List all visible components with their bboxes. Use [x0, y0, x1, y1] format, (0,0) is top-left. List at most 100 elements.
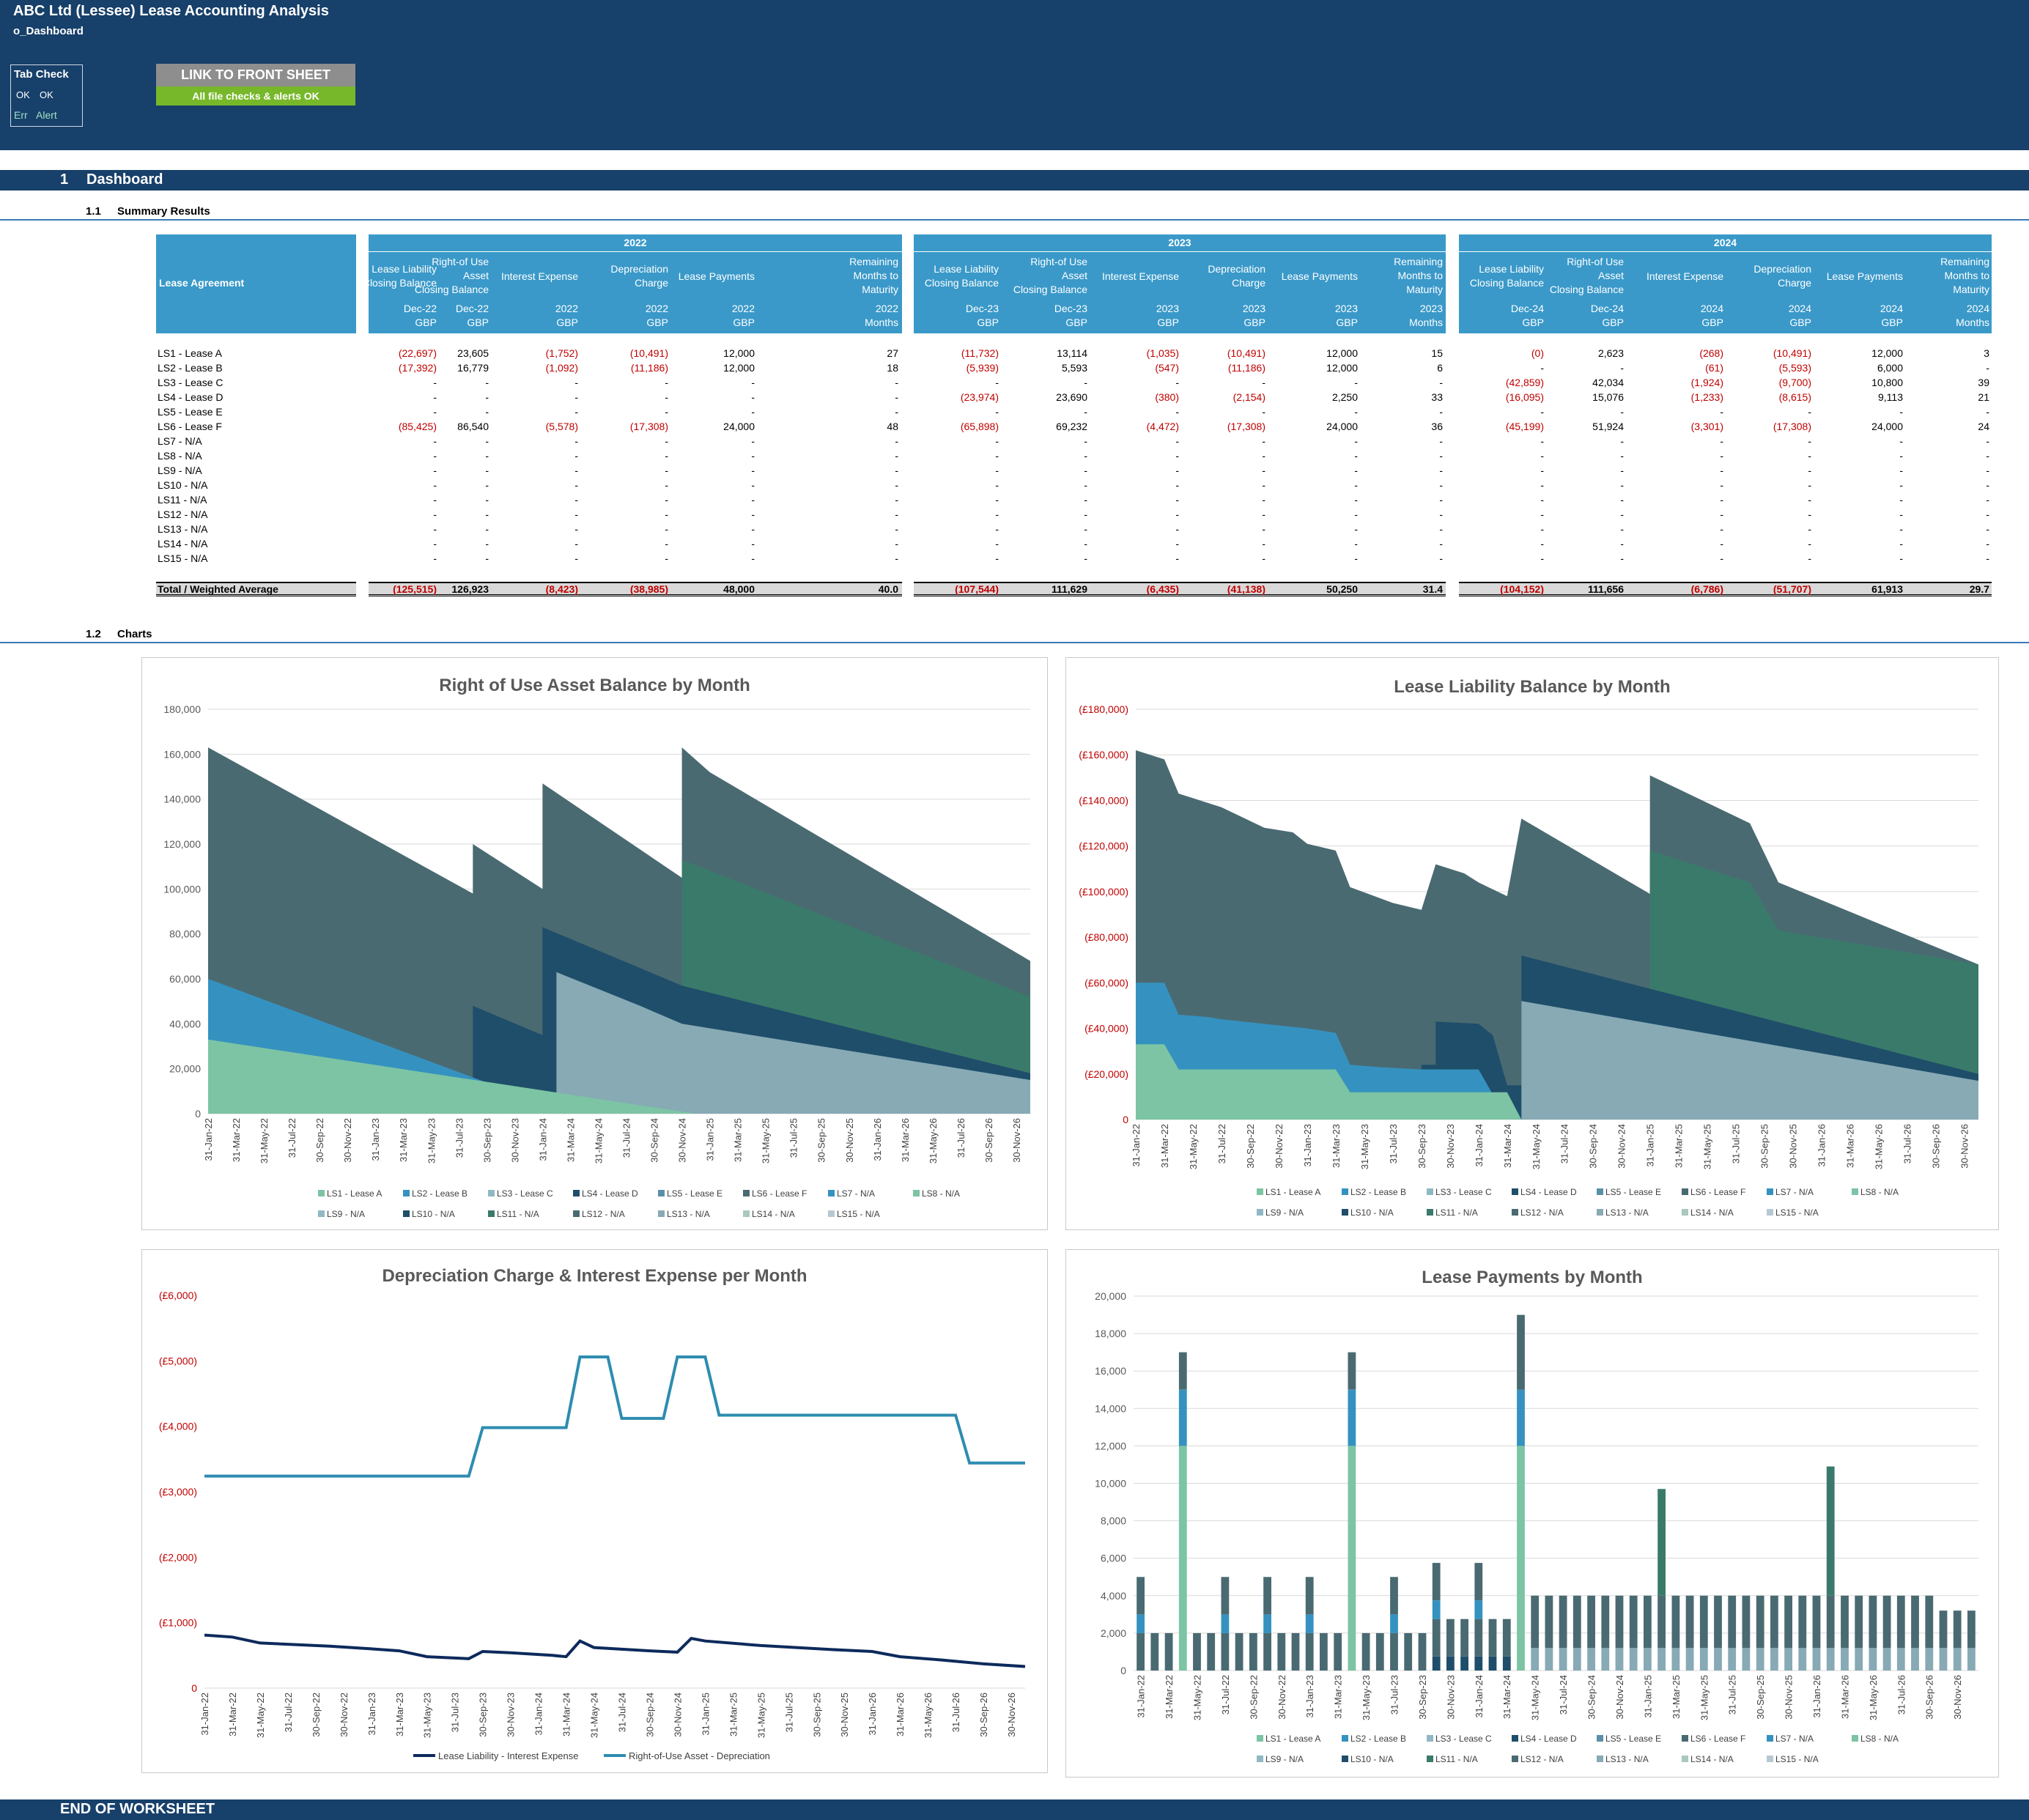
table-cell: - — [1175, 508, 1179, 520]
table-cell: - — [433, 552, 437, 564]
column-header-line: Closing Balance — [1469, 277, 1544, 289]
legend-item: LS7 - N/A — [1775, 1734, 1814, 1744]
payment-bar-segment — [1657, 1648, 1666, 1671]
payment-bar-segment — [1770, 1648, 1778, 1671]
y-tick-label: 8,000 — [1101, 1515, 1126, 1527]
column-header-line: Closing Balance — [414, 284, 489, 295]
payment-bar-segment — [1375, 1632, 1384, 1671]
table-cell: - — [665, 494, 668, 506]
y-tick-label: 18,000 — [1095, 1328, 1126, 1339]
table-cell: - — [1084, 523, 1087, 535]
column-unit: GBP — [1602, 317, 1624, 328]
y-tick-label: 14,000 — [1095, 1402, 1126, 1414]
file-checks-status: All file checks & alerts OK — [156, 86, 355, 106]
lease-liability-chart-svg: 0 (£20,000) (£40,000) (£60,000) (£80,000) (£1… — [1079, 703, 1978, 1218]
payment-bar-segment — [1855, 1648, 1863, 1671]
table-cell: - — [751, 494, 755, 506]
payment-bar-segment — [1474, 1619, 1483, 1657]
payment-bar-segment — [1657, 1595, 1666, 1649]
chart-title: Right of Use Asset Balance by Month — [439, 676, 750, 695]
y-tick-label: 100,000 — [163, 883, 201, 895]
table-row-label: LS1 - Lease A — [158, 347, 222, 359]
table-cell: - — [1084, 406, 1087, 418]
table-cell: (8,615) — [1778, 391, 1811, 403]
payment-bar-segment — [1320, 1632, 1328, 1671]
table-cell: - — [1354, 465, 1358, 476]
table-row-label: LS15 - N/A — [158, 552, 208, 564]
payment-bar-segment — [1432, 1619, 1441, 1657]
total-cell: 111,629 — [1051, 583, 1087, 595]
column-header-line: Depreciation — [1208, 263, 1265, 275]
link-to-front-sheet-button[interactable]: LINK TO FRONT SHEET — [156, 64, 355, 86]
table-cell: - — [895, 406, 898, 418]
legend-swatch — [1427, 1209, 1433, 1216]
legend-item: LS5 - Lease E — [1605, 1734, 1661, 1744]
legend-item: LS15 - N/A — [1775, 1207, 1819, 1218]
table-cell: - — [1084, 494, 1087, 506]
table-cell: - — [1262, 552, 1265, 564]
x-tick-label: 31-Mar-22 — [1164, 1675, 1175, 1719]
x-tick-label: 31-Jul-22 — [1216, 1124, 1227, 1164]
y-tick-label: 20,000 — [1095, 1290, 1126, 1302]
table-cell: - — [1620, 538, 1624, 550]
table-cell: - — [1175, 435, 1179, 447]
year-label: 2023 — [1168, 237, 1191, 248]
table-cell: - — [1262, 523, 1265, 535]
legend-item: LS2 - Lease B — [1350, 1187, 1406, 1197]
lease-payments-chart: Lease Payments by Month 0 2,000 4,000 6,000… — [1065, 1249, 1999, 1778]
legend-item: LS14 - N/A — [1690, 1207, 1734, 1218]
x-tick-label: 31-Jan-26 — [1817, 1124, 1827, 1167]
column-header-line: Lease Liability — [934, 263, 999, 275]
total-cell: 31.4 — [1422, 583, 1443, 595]
table-cell: - — [1175, 494, 1179, 506]
x-tick-label: 31-Jul-26 — [956, 1118, 967, 1158]
y-tick-label: (£6,000) — [159, 1290, 197, 1301]
x-tick-label: 31-Mar-26 — [1839, 1675, 1850, 1719]
payment-bar-segment — [1784, 1648, 1792, 1671]
legend-item: LS10 - N/A — [1350, 1754, 1394, 1764]
payment-bar-segment — [1728, 1648, 1737, 1671]
payment-bar-segment — [1474, 1656, 1483, 1671]
x-tick-label: 31-May-25 — [1699, 1675, 1710, 1720]
payment-bar-segment — [1193, 1632, 1201, 1671]
table-cell: - — [1899, 552, 1903, 564]
y-tick-label: 4,000 — [1101, 1590, 1126, 1602]
column-unit: GBP — [1881, 317, 1903, 328]
table-cell: - — [1899, 450, 1903, 462]
legend-item: LS8 - N/A — [922, 1188, 960, 1199]
y-tick-label: (£120,000) — [1079, 840, 1128, 852]
table-cell: - — [1808, 494, 1811, 506]
payment-bar-segment — [1925, 1648, 1934, 1671]
legend-swatch — [658, 1190, 665, 1196]
column-unit: Months — [1956, 317, 1989, 328]
table-cell: - — [1540, 362, 1544, 374]
table-row-label: LS10 - N/A — [158, 479, 208, 491]
column-unit: GBP — [1522, 317, 1544, 328]
legend-swatch — [1342, 1188, 1348, 1195]
table-cell: 33 — [1431, 391, 1443, 403]
payment-bar-segment — [1531, 1648, 1540, 1671]
legend-item: Right-of-Use Asset - Depreciation — [629, 1750, 770, 1761]
legend-swatch — [403, 1190, 410, 1196]
payment-bar-segment — [1869, 1595, 1877, 1649]
payment-bar-segment — [1545, 1595, 1553, 1649]
table-cell: - — [1899, 435, 1903, 447]
legend-item: LS2 - Lease B — [412, 1188, 467, 1199]
chart-title: Lease Liability Balance by Month — [1394, 677, 1671, 697]
payment-bar-segment — [1164, 1632, 1173, 1671]
payment-bar-segment — [1263, 1632, 1271, 1671]
x-tick-label: 31-Jul-23 — [1388, 1124, 1399, 1164]
legend-swatch — [1512, 1209, 1518, 1216]
x-tick-label: 30-Sep-24 — [1588, 1124, 1599, 1169]
legend-swatch — [1257, 1756, 1263, 1762]
table-cell: (9,700) — [1778, 377, 1811, 388]
total-cell: (6,786) — [1690, 583, 1723, 595]
legend-swatch — [1257, 1735, 1263, 1742]
table-cell: - — [665, 450, 668, 462]
table-cell: - — [995, 508, 999, 520]
column-period: 2023 — [1419, 303, 1443, 314]
table-cell: (65,898) — [960, 421, 999, 432]
end-of-worksheet-label: END OF WORKSHEET — [60, 1801, 215, 1817]
legend-item: LS13 - N/A — [1605, 1207, 1649, 1218]
payment-bar-segment — [1178, 1389, 1187, 1446]
